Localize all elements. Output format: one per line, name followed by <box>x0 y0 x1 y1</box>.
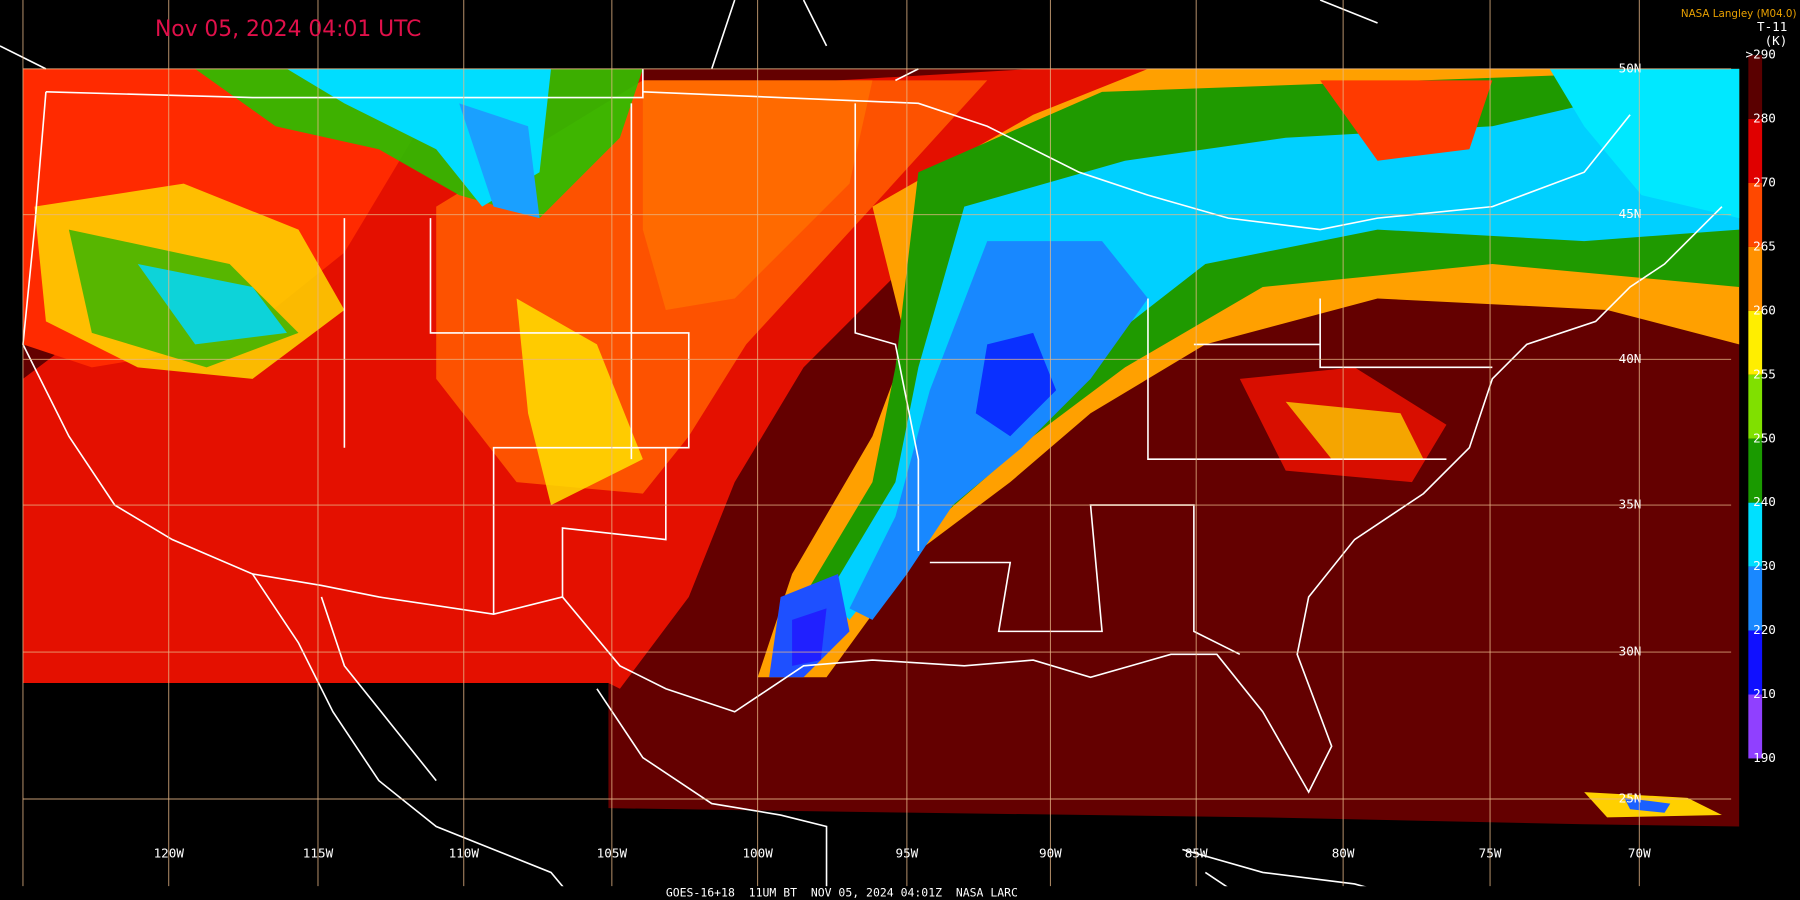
lat-lon-grid: 50N 45N 40N 35N 30N 25N 120W 115W 110W 105W 100W 95… <box>22 0 1732 887</box>
imagery <box>22 68 1740 827</box>
longitude-label: 80W <box>1332 846 1355 861</box>
timestamp: Nov 05, 2024 04:01 UTC <box>155 17 421 42</box>
colorbar-label: 270 <box>1753 174 1776 189</box>
colorbar-label: >290 <box>1746 47 1776 62</box>
longitude-label: 110W <box>449 846 480 861</box>
colorbar-label: 240 <box>1753 494 1776 509</box>
latitude-label: 40N <box>1619 351 1642 366</box>
colorbar-label: 260 <box>1753 302 1776 317</box>
latitude-label: 45N <box>1619 206 1642 221</box>
colorbar-segment <box>1748 566 1763 631</box>
credit: NASA Langley (M04.0) <box>1681 8 1797 20</box>
colorbar-label: 250 <box>1753 430 1776 445</box>
longitude-label: 95W <box>895 846 918 861</box>
colorbar-segment <box>1748 119 1763 183</box>
colorbar-segment <box>1748 182 1763 247</box>
colorbar-label: 210 <box>1753 686 1776 701</box>
colorbar-segment <box>1748 246 1763 311</box>
longitude-label: 70W <box>1628 846 1651 861</box>
borders <box>0 0 1723 900</box>
longitude-label: 105W <box>597 846 628 861</box>
longitude-label: 115W <box>303 846 334 861</box>
colorbar-segment <box>1748 310 1763 375</box>
latitude-label: 35N <box>1619 497 1642 512</box>
colorbar-label: 280 <box>1753 111 1776 126</box>
footer-bar <box>0 886 1800 900</box>
colorbar-segment <box>1748 374 1763 439</box>
colorbar-label: 190 <box>1753 750 1776 765</box>
footer: GOES-16+18 11UM BT NOV 05, 2024 04:01Z N… <box>666 886 1018 900</box>
colorbar-title: T-11 <box>1757 19 1787 34</box>
colorbar: >290 280 270 265 260 255 250 240 230 220 210 190 <box>1741 47 1800 783</box>
colorbar-segment <box>1748 55 1763 120</box>
longitude-label: 120W <box>154 846 185 861</box>
longitude-label: 100W <box>742 846 773 861</box>
colorbar-segment <box>1748 630 1763 695</box>
colorbar-label: 255 <box>1753 366 1776 381</box>
longitude-label: 75W <box>1479 846 1502 861</box>
colorbar-segment <box>1748 694 1763 759</box>
colorbar-segment <box>1748 438 1763 503</box>
longitude-label: 90W <box>1039 846 1062 861</box>
latitude-label: 30N <box>1619 644 1642 659</box>
colorbar-unit: (K) <box>1765 33 1788 48</box>
colorbar-label: 230 <box>1753 558 1776 573</box>
colorbar-label: 265 <box>1753 238 1776 253</box>
colorbar-label: 220 <box>1753 622 1776 637</box>
latitude-label: 25N <box>1619 790 1642 805</box>
longitude-label: 85W <box>1185 846 1208 861</box>
latitude-label: 50N <box>1619 60 1642 75</box>
colorbar-segment <box>1748 502 1763 567</box>
